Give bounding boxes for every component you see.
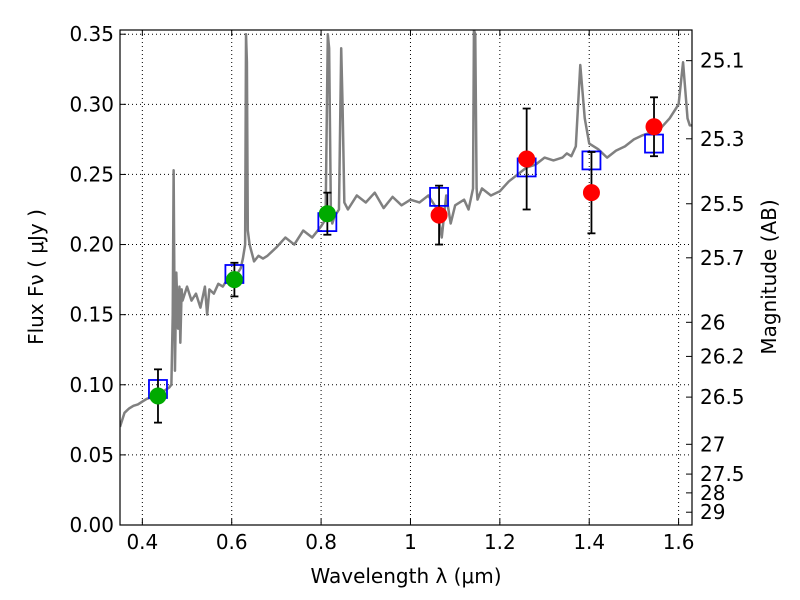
observed-point-red (645, 118, 663, 136)
axis-labels: Wavelength λ (μm) Flux Fν ( μJy ) Magnit… (24, 199, 781, 588)
y2-tick-label: 25.3 (700, 127, 745, 151)
y2-tick-label: 27.5 (700, 462, 745, 486)
x-tick-label: 0.4 (126, 530, 158, 554)
y-tick-label: 0.30 (69, 92, 114, 116)
x-axis-label: Wavelength λ (μm) (310, 564, 501, 588)
x-tick-label: 0.6 (216, 530, 248, 554)
y2-tick-label: 25.7 (700, 246, 745, 270)
plot-frame (119, 29, 693, 526)
x-tick-label: 1 (404, 530, 417, 554)
y-axis-label: Flux Fν ( μJy ) (24, 209, 48, 345)
y-tick-label: 0.25 (69, 162, 114, 186)
y2-tick-label: 26 (700, 310, 725, 334)
x-tick-label: 1.4 (573, 530, 605, 554)
observed-point-green (149, 387, 167, 405)
x-tick-label: 1.6 (663, 530, 695, 554)
observed-point-red (582, 184, 600, 202)
y-tick-label: 0.10 (69, 373, 114, 397)
y2-tick-label: 25.5 (700, 192, 745, 216)
y2-axis-label: Magnitude (AB) (757, 199, 781, 354)
observed-point-green (318, 205, 336, 223)
y2-tick-label: 25.1 (700, 49, 745, 73)
y2-tick-label: 26.2 (700, 344, 745, 368)
observed-point-red (430, 206, 448, 224)
y2-tick-label: 29 (700, 500, 725, 524)
axis-ticks: 0.4 0.6 0.8 1 1.2 1.4 1.6 0.00 0.05 0.10 0.15 0.20 0… (69, 22, 744, 554)
y-tick-label: 0.35 (69, 22, 114, 46)
y-tick-label: 0.15 (69, 303, 114, 327)
y-tick-label: 0.00 (69, 513, 114, 537)
y2-tick-label: 28 (700, 481, 725, 505)
grid (120, 30, 692, 526)
y2-tick-label: 27 (700, 432, 725, 456)
spectrum-layer (120, 30, 692, 428)
observed-point-red (518, 150, 536, 168)
x-tick-label: 1.2 (484, 530, 516, 554)
y2-tick-label: 26.5 (700, 385, 745, 409)
spectrum-line (120, 30, 692, 428)
observed-point-green (225, 271, 243, 289)
y-tick-label: 0.20 (69, 233, 114, 257)
x-tick-label: 0.8 (305, 530, 337, 554)
y-tick-label: 0.05 (69, 443, 114, 467)
points-layer (148, 96, 664, 424)
